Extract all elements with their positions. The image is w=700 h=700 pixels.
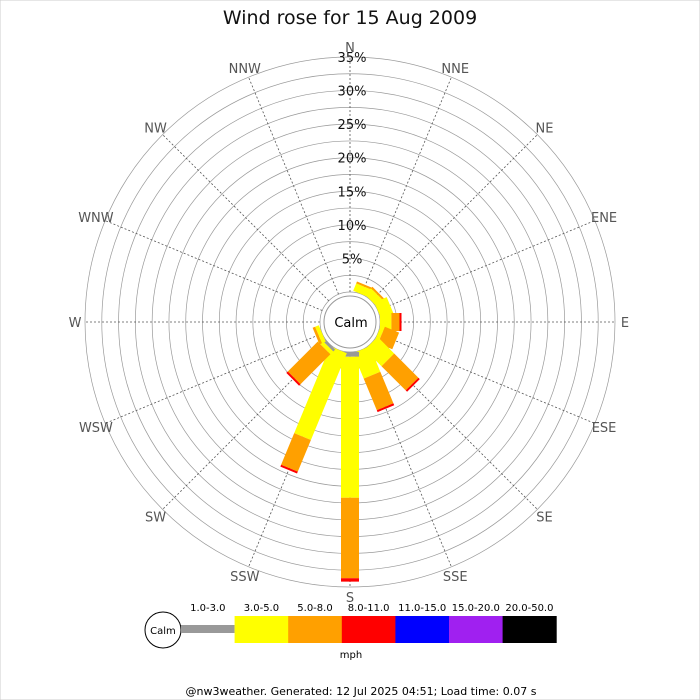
direction-label: E (621, 316, 629, 331)
legend-swatch (181, 625, 235, 633)
legend-label: 8.0-11.0 (348, 603, 390, 614)
direction-spoke (377, 333, 595, 424)
direction-spoke (370, 134, 538, 302)
bar-segment-e (391, 313, 400, 331)
direction-spoke (105, 333, 323, 424)
legend-swatch (341, 616, 396, 643)
bar-segment-ssw (294, 346, 347, 440)
direction-spoke (361, 349, 452, 567)
radial-tick-label: 10% (338, 219, 367, 234)
bar-segment-se (405, 377, 420, 392)
legend-label: 20.0-50.0 (505, 603, 553, 614)
direction-label: SSE (443, 570, 468, 585)
bar-segment-s (341, 356, 359, 498)
bar-segment-se (381, 353, 419, 391)
bar-segment-nne (356, 281, 374, 291)
direction-label: ESE (592, 421, 617, 436)
direction-spoke (162, 134, 330, 302)
radial-tick-label: 5% (342, 252, 363, 267)
direction-label: ENE (591, 211, 617, 226)
bar-segment-s (341, 497, 359, 579)
direction-label: NNE (441, 62, 469, 77)
legend-label: 11.0-15.0 (398, 603, 446, 614)
legend-swatch (502, 616, 557, 643)
calm-label: Calm (334, 316, 367, 331)
direction-spoke (248, 77, 339, 295)
direction-spoke (370, 342, 538, 510)
direction-spoke (105, 220, 323, 311)
bar-segment-se (364, 336, 395, 367)
bar-segment-sse (376, 403, 395, 413)
bar-segment-s (341, 578, 359, 582)
radial-tick-label: 15% (338, 185, 367, 200)
legend-calm-label: Calm (150, 626, 176, 637)
bar-segment-e (399, 313, 402, 331)
radial-tick-label: 30% (338, 85, 367, 100)
direction-label: NW (144, 122, 167, 137)
direction-label: NE (535, 122, 553, 137)
radial-tick-label: 25% (338, 118, 367, 133)
legend-swatch (395, 616, 450, 643)
calm-center: Calm (323, 295, 377, 349)
bar-segment-sw (286, 371, 301, 386)
legend-swatch (449, 616, 504, 643)
direction-spoke (361, 77, 452, 295)
direction-label: W (69, 316, 82, 331)
direction-label: SSW (230, 570, 260, 585)
bar-segment-sw (287, 341, 331, 385)
bar-segment-sse (363, 371, 394, 411)
direction-label: WSW (79, 421, 113, 436)
direction-spoke (162, 342, 330, 510)
direction-label: SE (536, 510, 552, 525)
legend-label: 5.0-8.0 (297, 603, 332, 614)
bar-segment-wsw (315, 325, 326, 344)
bar-segment-wsw (312, 326, 322, 345)
radial-tick-label: 35% (338, 51, 367, 66)
bar-segment-ssw (280, 464, 298, 474)
direction-label: N (345, 41, 355, 56)
legend-swatch (288, 616, 343, 643)
footer-text: @nw3weather. Generated: 12 Jul 2025 04:5… (186, 685, 537, 698)
bar-segment-ne (371, 286, 386, 301)
direction-spoke (377, 220, 595, 311)
calm-circle (323, 295, 377, 349)
direction-label: NNW (229, 62, 261, 77)
bar-segment-ssw (281, 433, 311, 472)
legend-label: 3.0-5.0 (244, 603, 279, 614)
legend: Calm 1.0-3.0 3.0-5.0 5.0-8.0 8.0-11.0 11.0-1… (144, 603, 557, 649)
radial-tick-label: 20% (338, 152, 367, 167)
chart-title: Wind rose for 15 Aug 2009 (223, 7, 477, 29)
wind-bars (280, 281, 420, 582)
legend-label: 15.0-20.0 (452, 603, 500, 614)
legend-swatch (234, 616, 289, 643)
legend-label: 1.0-3.0 (190, 603, 225, 614)
direction-label: WNW (78, 211, 114, 226)
direction-label: S (346, 591, 354, 606)
direction-label: SW (145, 510, 166, 525)
radial-tick-labels: 5% 10% 15% 20% 25% 30% 35% (338, 51, 367, 267)
legend-units: mph (340, 650, 362, 661)
grid-ring (84, 56, 616, 588)
bar-segment-sse (353, 346, 381, 379)
